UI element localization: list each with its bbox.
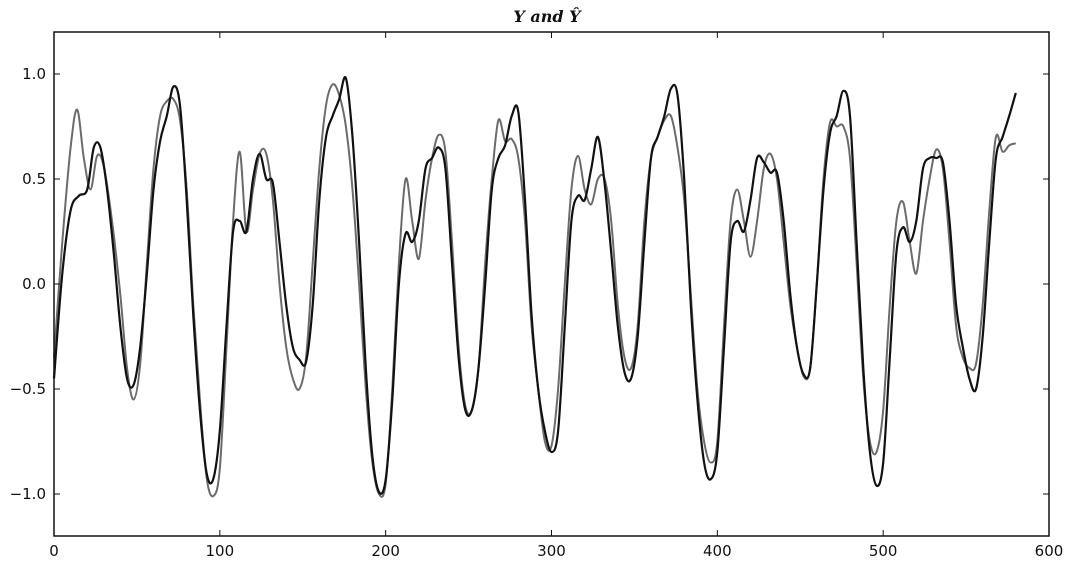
series-line-1 [53,83,1017,498]
series-layer [52,75,1017,498]
y-tick-label: 0.5 [22,170,46,188]
series-line-2 [52,75,1017,495]
x-tick-label: 600 [1035,542,1064,560]
y-tick-label: −1.0 [10,485,46,503]
x-axis-ticks: 0 100 200 300 400 500 600 [49,32,1063,560]
chart-title: Y and Ŷ [513,6,582,26]
plot-frame [53,31,1050,537]
x-tick-label: 100 [206,542,235,560]
y-tick-label: 0.0 [22,275,46,293]
y-axis-ticks: −1.0 −0.5 0.0 0.5 1.0 [10,65,1049,503]
x-tick-label: 300 [537,542,566,560]
y-tick-label: −0.5 [10,380,46,398]
x-tick-label: 500 [869,542,898,560]
x-tick-label: 200 [371,542,400,560]
x-tick-label: 400 [703,542,732,560]
x-tick-label: 0 [49,542,59,560]
y-tick-label: 1.0 [22,65,46,83]
